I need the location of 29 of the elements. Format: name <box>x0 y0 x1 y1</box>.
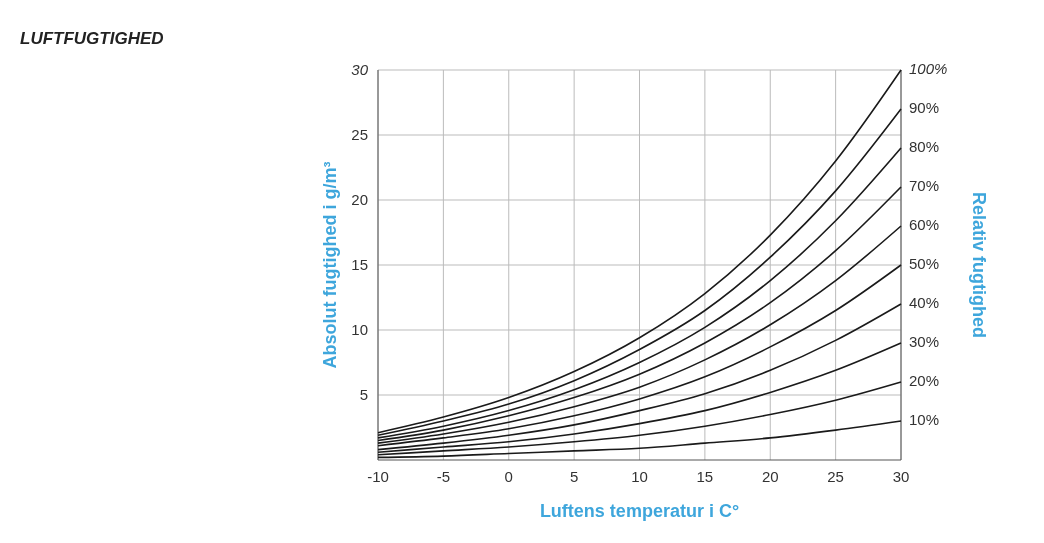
x-axis-title: Luftens temperatur i C° <box>539 501 740 521</box>
x-tick-label: 0 <box>504 468 513 485</box>
series-label: 50% <box>909 255 940 272</box>
series-label: 70% <box>909 177 940 194</box>
y-tick-label: 5 <box>359 386 368 403</box>
series-label: 90% <box>909 99 940 116</box>
y-tick-label: 10 <box>351 321 368 338</box>
x-tick-label: -5 <box>436 468 451 485</box>
text: LUFTFUGTIGHED <box>20 29 164 48</box>
x-tick-label: 25 <box>827 468 844 485</box>
x-tick-label: 15 <box>696 468 714 485</box>
x-tick-label: -10 <box>367 468 389 485</box>
y-tick-label: 15 <box>351 256 368 273</box>
y2-axis-title: Relativ fugtighed <box>969 191 989 339</box>
x-tick-label: 5 <box>569 468 579 485</box>
series-label: 20% <box>909 372 940 389</box>
y-tick-label: 25 <box>351 126 368 143</box>
x-tick-label: 20 <box>761 468 779 485</box>
series-label: 30% <box>909 333 940 350</box>
series-label: 10% <box>909 411 940 428</box>
series-label: 100% <box>909 60 948 77</box>
series-label: 80% <box>909 138 940 155</box>
y-axis-title: Absolut fugtighed i g/m³ <box>320 161 340 369</box>
series-label: 60% <box>909 216 940 233</box>
y-tick-label: 20 <box>351 191 368 208</box>
x-tick-label: 10 <box>631 468 648 485</box>
y-tick-label: 30 <box>351 61 369 78</box>
x-tick-label: 30 <box>892 468 910 485</box>
series-label: 40% <box>909 294 940 311</box>
